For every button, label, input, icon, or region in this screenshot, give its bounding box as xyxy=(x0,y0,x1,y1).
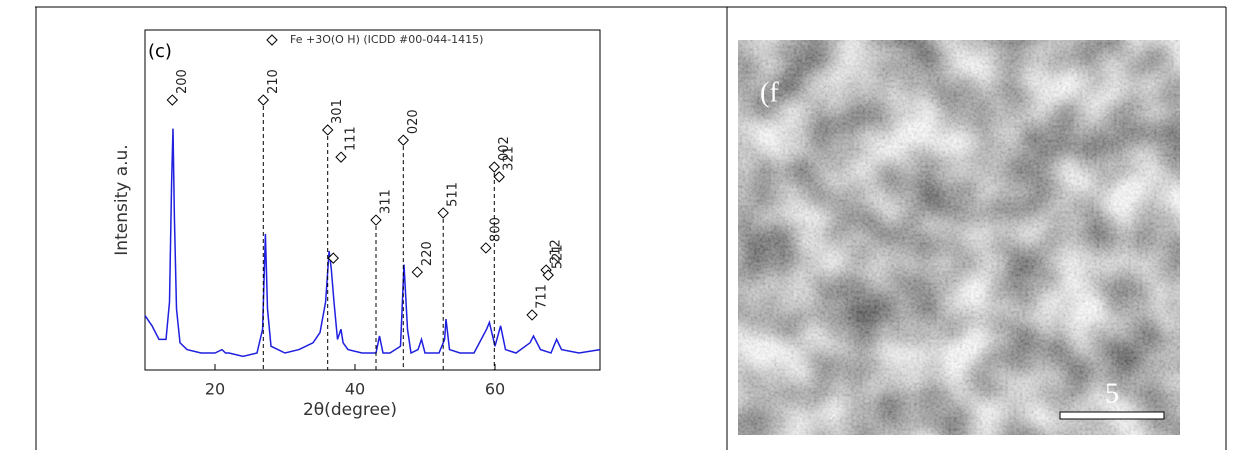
x-axis-label: 2θ(degree) xyxy=(303,400,397,420)
peak-label: 200 xyxy=(175,69,190,94)
peak-marker xyxy=(542,269,554,281)
peak-label: 220 xyxy=(420,241,435,266)
peak-label: 311 xyxy=(379,189,394,214)
peak-label: 511 xyxy=(446,182,461,207)
peak-marker xyxy=(526,309,538,321)
image-panel-label: (f xyxy=(760,77,779,108)
peak-label: 321 xyxy=(502,146,517,171)
peak-label: 020 xyxy=(406,109,421,134)
peak-label: 301 xyxy=(330,99,345,124)
peak-marker xyxy=(411,266,424,278)
table-frame xyxy=(35,6,1227,450)
scale-bar-label: 5 xyxy=(1105,378,1119,409)
tem-image: (f 5 xyxy=(738,40,1180,435)
legend-label: Fe +3O(O H) (ICDD #00-044-1415) xyxy=(290,33,483,46)
peak-marker xyxy=(166,94,179,106)
peak-marker xyxy=(493,171,505,183)
peak-marker xyxy=(397,134,410,146)
peak-label: 212 xyxy=(549,239,564,264)
peak-marker xyxy=(321,124,334,136)
plot-frame xyxy=(144,29,601,371)
x-tick-label: 20 xyxy=(205,380,225,399)
peak-marker xyxy=(335,151,347,163)
peak-label: 111 xyxy=(344,126,359,151)
peak-marker xyxy=(488,161,501,173)
peak-label: 002 xyxy=(497,136,512,161)
peak-label: 711 xyxy=(535,284,550,309)
peak-label: 521 xyxy=(551,244,566,269)
x-tick-label: 60 xyxy=(485,380,505,399)
peak-label: 210 xyxy=(266,69,281,94)
peak-marker xyxy=(327,252,340,264)
peak-marker xyxy=(370,214,382,226)
scale-bar xyxy=(1059,411,1165,420)
peak-marker xyxy=(257,94,270,106)
peak-marker xyxy=(437,207,449,219)
legend-marker xyxy=(266,34,278,46)
y-axis-label: Intensity a.u. xyxy=(112,144,132,255)
xrd-curve xyxy=(144,128,601,358)
peak-marker xyxy=(480,242,492,254)
peak-label: 800 xyxy=(488,217,503,242)
x-tick-label: 40 xyxy=(345,380,365,399)
panel-label: (c) xyxy=(148,41,172,62)
